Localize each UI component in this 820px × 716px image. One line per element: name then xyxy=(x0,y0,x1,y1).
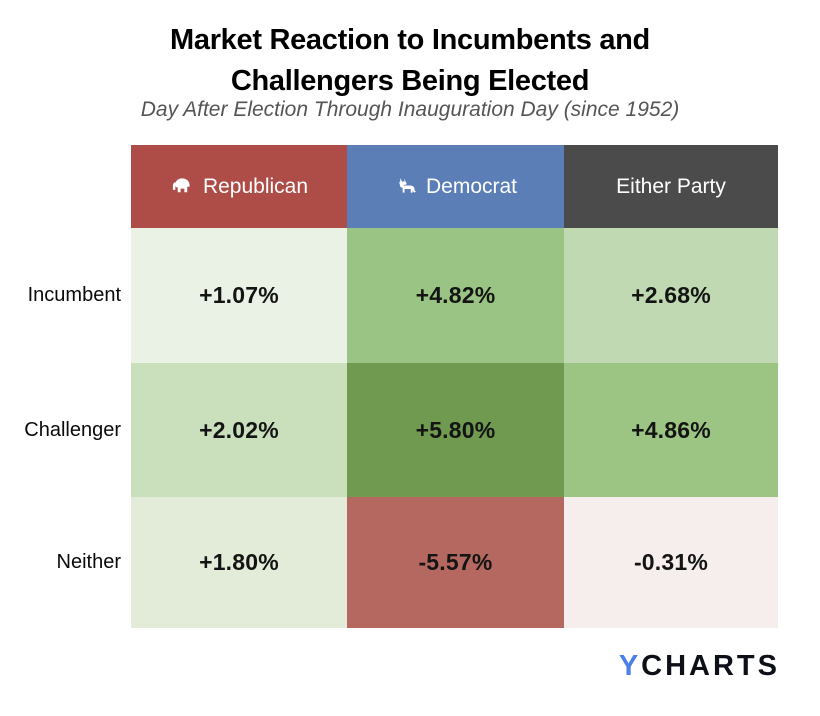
cell-neither-democrat: -5.57% xyxy=(347,497,564,628)
page-title: Market Reaction to Incumbents and Challe… xyxy=(0,20,820,102)
page-title-line1: Market Reaction to Incumbents and xyxy=(170,24,650,56)
ycharts-logo-y: Y xyxy=(618,650,642,682)
cell-challenger-either: +4.86% xyxy=(564,363,778,497)
democrat-donkey-icon xyxy=(394,177,417,196)
column-header-label: Democrat xyxy=(425,174,518,198)
column-header-label: Republican xyxy=(202,174,309,198)
row-label-incumbent: Incumbent xyxy=(0,228,131,363)
column-header-label: Either Party xyxy=(616,174,726,198)
column-header-democrat: Democrat xyxy=(347,145,564,228)
ycharts-logo: YCHARTS xyxy=(619,650,780,683)
cell-incumbent-either: +2.68% xyxy=(564,228,778,363)
cell-challenger-republican: +2.02% xyxy=(131,363,347,497)
heatmap-table: Republican Democrat Either Party Incumbe… xyxy=(0,145,778,628)
chart-subtitle: Day After Election Through Inauguration … xyxy=(140,98,680,121)
cell-challenger-democrat: +5.80% xyxy=(347,363,564,497)
ycharts-logo-charts: CHARTS xyxy=(641,650,780,682)
cell-neither-either: -0.31% xyxy=(564,497,778,628)
row-label-neither: Neither xyxy=(0,497,131,628)
column-header-either-party: Either Party xyxy=(564,145,778,228)
cell-neither-republican: +1.80% xyxy=(131,497,347,628)
page-title-line2: Challengers Being Elected xyxy=(230,65,590,97)
republican-elephant-icon xyxy=(170,177,194,196)
cell-incumbent-democrat: +4.82% xyxy=(347,228,564,363)
row-label-challenger: Challenger xyxy=(0,363,131,497)
table-corner-spacer xyxy=(0,145,131,228)
column-header-republican: Republican xyxy=(131,145,347,228)
cell-incumbent-republican: +1.07% xyxy=(131,228,347,363)
